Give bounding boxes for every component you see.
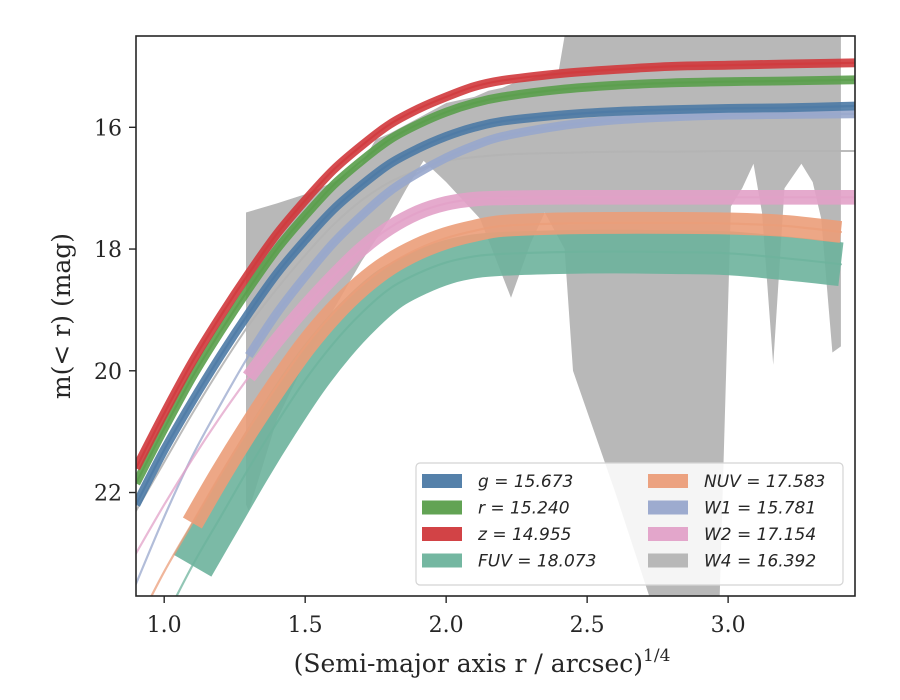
series-r-profile — [136, 75, 855, 486]
y-tick-label: 18 — [94, 238, 122, 263]
x-tick-label: 2.0 — [429, 613, 464, 638]
x-tick-label: 1.5 — [288, 613, 323, 638]
legend-box — [415, 462, 844, 586]
legend-item-nuv: NUV = 17.583 — [648, 472, 825, 492]
y-axis: 16 18 20 22 — [94, 116, 136, 507]
legend-item-z: z = 14.955 — [422, 525, 571, 545]
legend-swatch — [648, 553, 688, 568]
legend-item-w2: W2 = 17.154 — [648, 525, 816, 545]
legend-item-g: g = 15.673 — [422, 472, 573, 492]
legend-label: r = 15.240 — [478, 499, 570, 519]
legend-label: W2 = 17.154 — [704, 525, 816, 545]
legend-label: W1 = 15.781 — [704, 499, 816, 519]
legend-item-w1: W1 = 15.781 — [648, 499, 816, 519]
w4-uncertainty-band — [246, 36, 841, 596]
plot-area — [136, 36, 855, 596]
legend-item-r: r = 15.240 — [422, 499, 570, 519]
legend-swatch — [422, 500, 462, 515]
x-axis-label: (Semi-major axis r / arcsec)1/4 — [294, 646, 671, 678]
legend-label: g = 15.673 — [478, 472, 573, 492]
series-z-profile — [136, 58, 855, 471]
legend-label: z = 14.955 — [477, 525, 571, 545]
legend-swatch — [648, 474, 688, 488]
legend-item-w4: W4 = 16.392 — [648, 552, 816, 572]
series-w1-profile — [245, 109, 855, 359]
legend-swatch — [422, 553, 462, 568]
legend-swatch — [648, 500, 688, 515]
legend-label: W4 = 16.392 — [704, 552, 816, 572]
x-tick-label: 1.0 — [147, 613, 182, 638]
series-nuv-profile — [182, 211, 843, 529]
y-tick-label: 22 — [94, 482, 122, 507]
legend-swatch — [422, 474, 462, 488]
x-tick-label: 3.0 — [711, 613, 746, 638]
x-axis: 1.0 1.5 2.0 2.5 3.0 — [147, 596, 746, 638]
legend: g = 15.673 r = 15.240 z = 14.955 FUV = 18.0… — [415, 462, 844, 586]
series-g-profile — [136, 101, 855, 507]
legend-swatch — [648, 527, 688, 541]
y-tick-label: 16 — [94, 116, 122, 141]
legend-item-fuv: FUV = 18.073 — [422, 552, 596, 572]
x-axis-label-exponent: 1/4 — [643, 646, 670, 666]
series-w2-profile — [243, 189, 855, 382]
legend-label: FUV = 18.073 — [478, 552, 596, 572]
legend-swatch — [422, 527, 462, 541]
x-tick-label: 2.5 — [570, 613, 605, 638]
x-axis-label-main: (Semi-major axis r / arcsec) — [294, 649, 643, 678]
y-axis-label: m(< r) (mag) — [47, 233, 76, 399]
series-fuv-profile — [173, 229, 844, 577]
legend-label: NUV = 17.583 — [704, 472, 825, 492]
y-tick-label: 20 — [94, 360, 122, 385]
series-w4-line — [136, 149, 855, 512]
axes-frame — [135, 35, 856, 597]
